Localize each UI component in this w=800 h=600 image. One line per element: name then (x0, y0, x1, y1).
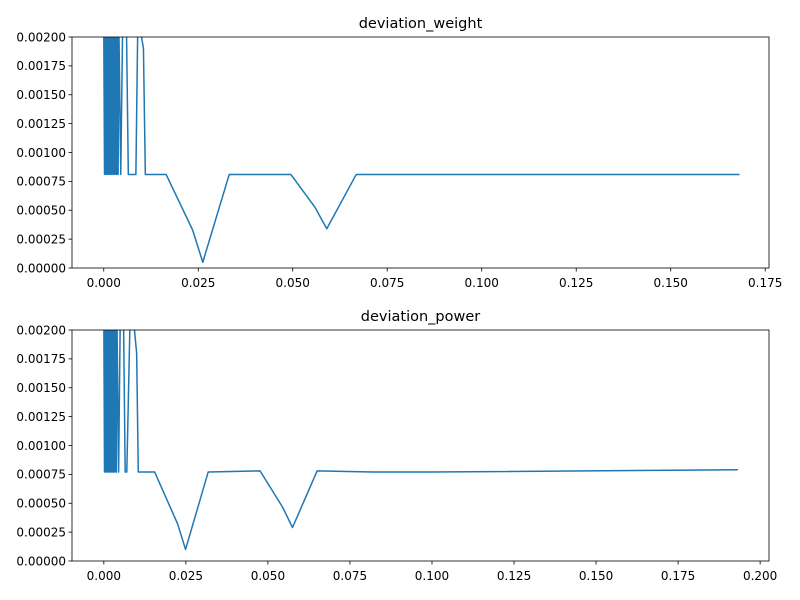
y-tick-label: 0.00075 (16, 468, 66, 482)
y-tick-label: 0.00000 (16, 554, 66, 568)
x-tick-label: 0.050 (276, 276, 310, 290)
y-tick-label: 0.00175 (16, 59, 66, 73)
y-tick-label: 0.00200 (16, 30, 66, 44)
y-tick-label: 0.00200 (16, 323, 66, 337)
x-tick-label: 0.050 (251, 569, 285, 583)
y-tick-label: 0.00025 (16, 232, 66, 246)
x-tick-label: 0.150 (579, 569, 613, 583)
plot-frame (72, 330, 769, 561)
y-tick-label: 0.00075 (16, 175, 66, 189)
subplot-deviation-weight: deviation_weight 0.000 0.025 0.050 0.075 0.1… (16, 16, 782, 290)
x-tick-label: 0.075 (370, 276, 404, 290)
y-tick-label: 0.00100 (16, 146, 66, 160)
series-line (104, 25, 739, 262)
series-line (104, 318, 737, 549)
y-tick-label: 0.00175 (16, 352, 66, 366)
subplot-title: deviation_weight (359, 16, 483, 32)
x-tick-label: 0.175 (661, 569, 695, 583)
y-tick-label: 0.00025 (16, 525, 66, 539)
x-tick-label: 0.125 (497, 569, 531, 583)
y-tick-label: 0.00125 (16, 117, 66, 131)
y-tick-label: 0.00050 (16, 204, 66, 218)
x-tick-label: 0.075 (333, 569, 367, 583)
y-tick-label: 0.00125 (16, 410, 66, 424)
y-tick-label: 0.00150 (16, 88, 66, 102)
subplot-deviation-power: deviation_power 0.000 0.025 0.050 0.075 0.10… (16, 309, 777, 583)
plot-frame (72, 37, 769, 268)
x-tick-label: 0.025 (181, 276, 215, 290)
x-tick-label: 0.025 (169, 569, 203, 583)
y-tick-label: 0.00050 (16, 497, 66, 511)
y-tick-label: 0.00150 (16, 381, 66, 395)
y-tick-label: 0.00000 (16, 261, 66, 275)
x-tick-label: 0.000 (87, 569, 121, 583)
y-tick-label: 0.00100 (16, 439, 66, 453)
x-tick-label: 0.100 (415, 569, 449, 583)
subplot-title: deviation_power (361, 309, 481, 325)
x-tick-label: 0.125 (559, 276, 593, 290)
x-tick-label: 0.100 (465, 276, 499, 290)
x-tick-label: 0.175 (748, 276, 782, 290)
x-tick-label: 0.000 (87, 276, 121, 290)
x-tick-label: 0.150 (654, 276, 688, 290)
x-tick-label: 0.200 (743, 569, 777, 583)
